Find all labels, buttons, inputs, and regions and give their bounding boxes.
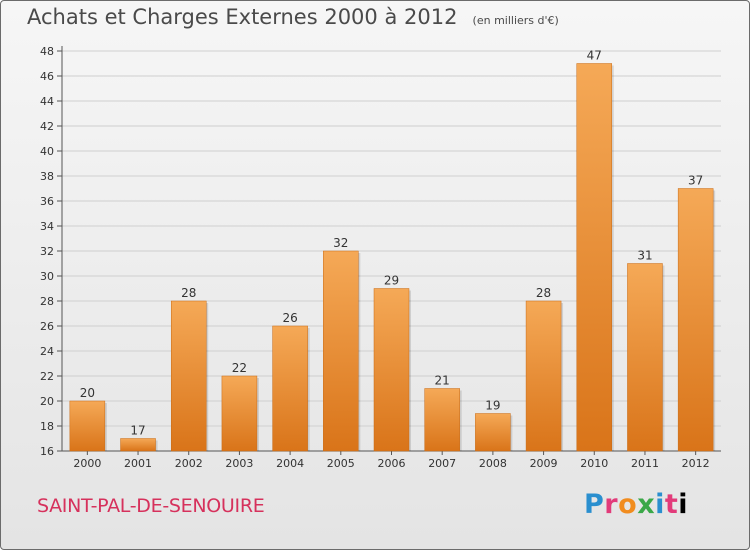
logo-letter: o bbox=[618, 489, 638, 520]
chart-title-main: Achats et Charges Externes 2000 à 2012 bbox=[27, 5, 458, 29]
commune-name: SAINT-PAL-DE-SENOUIRE bbox=[37, 495, 265, 517]
bar-value-label: 28 bbox=[536, 286, 551, 300]
bar-value-label: 22 bbox=[232, 361, 247, 375]
x-tick-label: 2009 bbox=[530, 457, 558, 470]
y-tick-label: 20 bbox=[40, 395, 54, 408]
bar-2008 bbox=[475, 413, 511, 452]
y-tick-label: 46 bbox=[40, 70, 54, 83]
y-tick-label: 34 bbox=[40, 220, 54, 233]
y-tick-label: 36 bbox=[40, 195, 54, 208]
chart-title-unit: (en milliers d'€) bbox=[472, 14, 559, 27]
bar-2012 bbox=[677, 188, 714, 452]
chart-title: Achats et Charges Externes 2000 à 2012 (… bbox=[27, 5, 559, 29]
proxiti-logo: Proxiti bbox=[584, 489, 688, 520]
y-tick-label: 18 bbox=[40, 420, 54, 433]
bar-value-label: 21 bbox=[435, 374, 450, 388]
y-tick-label: 26 bbox=[40, 320, 54, 333]
bar-value-label: 17 bbox=[130, 424, 145, 438]
bar-2010 bbox=[576, 63, 613, 452]
logo-letter: i bbox=[678, 489, 689, 520]
logo-letter: P bbox=[584, 489, 605, 520]
y-tick-label: 30 bbox=[40, 270, 54, 283]
y-tick-label: 22 bbox=[40, 370, 54, 383]
bar-2006 bbox=[373, 288, 410, 452]
x-tick-label: 2004 bbox=[276, 457, 304, 470]
x-tick-label: 2007 bbox=[428, 457, 456, 470]
x-tick-label: 2010 bbox=[580, 457, 608, 470]
bars bbox=[69, 63, 716, 452]
logo-letter: x bbox=[637, 489, 656, 520]
bar-2003 bbox=[221, 375, 258, 452]
x-tick-label: 2011 bbox=[631, 457, 659, 470]
bar-2000 bbox=[69, 400, 106, 452]
bar-value-label: 26 bbox=[282, 311, 297, 325]
bar-2009 bbox=[525, 300, 562, 452]
bar-value-label: 20 bbox=[80, 386, 95, 400]
x-tick-label: 2000 bbox=[73, 457, 101, 470]
bar-value-label: 47 bbox=[587, 49, 602, 63]
x-tick-label: 2005 bbox=[327, 457, 355, 470]
bar-value-label: 37 bbox=[688, 174, 703, 188]
bar-2002 bbox=[170, 300, 207, 452]
bar-2007 bbox=[424, 388, 460, 452]
y-tick-label: 24 bbox=[40, 345, 54, 358]
x-tick-label: 2006 bbox=[378, 457, 406, 470]
logo-letter: r bbox=[604, 489, 619, 520]
bar-value-label: 19 bbox=[485, 399, 500, 413]
x-tick-label: 2002 bbox=[175, 457, 203, 470]
bar-2001 bbox=[120, 438, 156, 452]
x-tick-label: 2003 bbox=[225, 457, 253, 470]
logo-letter: i bbox=[655, 489, 665, 520]
y-tick-label: 48 bbox=[40, 45, 54, 58]
y-tick-label: 16 bbox=[40, 445, 54, 458]
y-tick-label: 32 bbox=[40, 245, 54, 258]
bar-2005 bbox=[323, 250, 359, 452]
x-tick-label: 2001 bbox=[124, 457, 152, 470]
y-tick-label: 38 bbox=[40, 170, 54, 183]
x-tick-label: 2008 bbox=[479, 457, 507, 470]
y-tick-label: 44 bbox=[40, 95, 54, 108]
x-tick-label: 2012 bbox=[682, 457, 710, 470]
y-tick-label: 40 bbox=[40, 145, 54, 158]
bar-value-label: 29 bbox=[384, 274, 399, 288]
logo-letter: t bbox=[664, 489, 679, 520]
y-tick-label: 28 bbox=[40, 295, 54, 308]
bar-2004 bbox=[272, 325, 308, 452]
bar-value-label: 32 bbox=[333, 236, 348, 250]
bar-2011 bbox=[627, 263, 663, 452]
bar-value-label: 31 bbox=[637, 249, 652, 263]
bar-value-label: 28 bbox=[181, 286, 196, 300]
data-labels: 20 17 28 22 26 32 29 21 19 28 47 31 37 bbox=[80, 49, 704, 438]
y-tick-label: 42 bbox=[40, 120, 54, 133]
